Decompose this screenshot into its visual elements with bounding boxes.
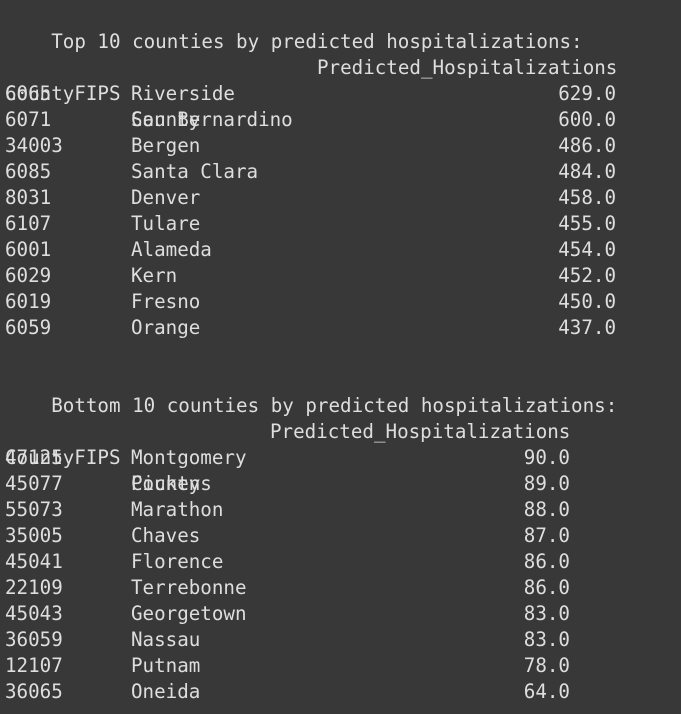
top-index-header-row: CountyFIPS County: [5, 55, 675, 131]
top-column-header-row: Predicted_Hospitalizations: [5, 29, 675, 79]
predicted-hospitalizations-value: 458.0: [558, 186, 616, 209]
bottom-title: Bottom 10 counties by predicted hospital…: [5, 367, 675, 417]
table-row: 35005 Chaves 87.0: [5, 523, 675, 549]
county-fips: 6071: [5, 108, 52, 131]
predicted-hospitalizations-value: 455.0: [558, 212, 616, 235]
county-fips: 12107: [5, 654, 63, 677]
table-row: 45077 Pickens 89.0: [5, 471, 675, 497]
table-row: 12107 Putnam 78.0: [5, 653, 675, 679]
county-fips: 6019: [5, 290, 52, 313]
bottom-index-header-county: County: [131, 472, 201, 495]
predicted-hospitalizations-value: 450.0: [558, 290, 616, 313]
county-fips: 6085: [5, 160, 52, 183]
top-index-header-county: County: [131, 108, 201, 131]
table-row: 6085 Santa Clara 484.0: [5, 159, 675, 185]
predicted-hospitalizations-value: 64.0: [523, 680, 570, 703]
county-name: Alameda: [131, 238, 212, 261]
bottom-title-text: Bottom 10 counties by predicted hospital…: [51, 394, 618, 417]
county-name: Chaves: [131, 524, 201, 547]
predicted-hospitalizations-value: 452.0: [558, 264, 616, 287]
bottom-column-header: Predicted_Hospitalizations: [270, 420, 571, 443]
county-name: Florence: [131, 550, 224, 573]
predicted-hospitalizations-value: 90.0: [523, 446, 570, 469]
county-name: Terrebonne: [131, 576, 247, 599]
county-fips: 8031: [5, 186, 52, 209]
county-name: Bergen: [131, 134, 201, 157]
county-name: Kern: [131, 264, 178, 287]
county-name: Santa Clara: [131, 160, 259, 183]
county-fips: 45043: [5, 602, 63, 625]
predicted-hospitalizations-value: 78.0: [523, 654, 570, 677]
bottom-index-header-row: CountyFIPS County: [5, 419, 675, 495]
bottom-index-header-fips: CountyFIPS: [5, 446, 121, 469]
county-name: Oneida: [131, 680, 201, 703]
predicted-hospitalizations-value: 83.0: [523, 602, 570, 625]
county-name: Denver: [131, 186, 201, 209]
county-fips: 55073: [5, 498, 63, 521]
county-name: Marathon: [131, 498, 224, 521]
table-row: 22109 Terrebonne 86.0: [5, 575, 675, 601]
predicted-hospitalizations-value: 629.0: [558, 82, 616, 105]
table-row: 6065 Riverside 629.0: [5, 81, 675, 107]
county-fips: 6029: [5, 264, 52, 287]
county-fips: 36065: [5, 680, 63, 703]
cell-output: Top 10 counties by predicted hospitaliza…: [5, 3, 675, 705]
county-fips: 47125: [5, 446, 63, 469]
county-fips: 6107: [5, 212, 52, 235]
county-fips: 6065: [5, 82, 52, 105]
predicted-hospitalizations-value: 89.0: [523, 472, 570, 495]
table-row: 45041 Florence 86.0: [5, 549, 675, 575]
table-row: 55073 Marathon 88.0: [5, 497, 675, 523]
county-name: Riverside: [131, 82, 235, 105]
table-row: 36065 Oneida 64.0: [5, 679, 675, 705]
county-fips: 22109: [5, 576, 63, 599]
table-row: 34003 Bergen 486.0: [5, 133, 675, 159]
predicted-hospitalizations-value: 600.0: [558, 108, 616, 131]
county-name: Fresno: [131, 290, 201, 313]
table-row: 6059 Orange 437.0: [5, 315, 675, 341]
county-name: Tulare: [131, 212, 201, 235]
predicted-hospitalizations-value: 83.0: [523, 628, 570, 651]
table-row: 6071 San Bernardino 600.0: [5, 107, 675, 133]
table-row: 6001 Alameda 454.0: [5, 237, 675, 263]
county-name: Georgetown: [131, 602, 247, 625]
top-title: Top 10 counties by predicted hospitaliza…: [5, 3, 675, 53]
bottom-column-header-row: Predicted_Hospitalizations: [5, 393, 675, 443]
top-index-header-fips: CountyFIPS: [5, 82, 121, 105]
predicted-hospitalizations-value: 484.0: [558, 160, 616, 183]
table-row: 8031 Denver 458.0: [5, 185, 675, 211]
table-row: 6029 Kern 452.0: [5, 263, 675, 289]
predicted-hospitalizations-value: 86.0: [523, 576, 570, 599]
top-rows: 6065 Riverside 629.0 6071 San Bernardino 600.…: [5, 81, 675, 341]
bottom-rows: 47125 Montgomery 90.0 45077 Pickens 89.0 55073…: [5, 445, 675, 705]
county-name: San Bernardino: [131, 108, 293, 131]
county-fips: 36059: [5, 628, 63, 651]
table-row: 6107 Tulare 455.0: [5, 211, 675, 237]
county-fips: 35005: [5, 524, 63, 547]
predicted-hospitalizations-value: 88.0: [523, 498, 570, 521]
table-row: 6019 Fresno 450.0: [5, 289, 675, 315]
county-fips: 6059: [5, 316, 52, 339]
county-fips: 45077: [5, 472, 63, 495]
table-row: 47125 Montgomery 90.0: [5, 445, 675, 471]
top-title-text: Top 10 counties by predicted hospitaliza…: [51, 30, 583, 53]
predicted-hospitalizations-value: 437.0: [558, 316, 616, 339]
predicted-hospitalizations-value: 486.0: [558, 134, 616, 157]
county-name: Orange: [131, 316, 201, 339]
predicted-hospitalizations-value: 87.0: [523, 524, 570, 547]
county-fips: 6001: [5, 238, 52, 261]
county-name: Nassau: [131, 628, 201, 651]
county-name: Montgomery: [131, 446, 247, 469]
county-fips: 34003: [5, 134, 63, 157]
table-row: 45043 Georgetown 83.0: [5, 601, 675, 627]
table-row: 36059 Nassau 83.0: [5, 627, 675, 653]
county-name: Putnam: [131, 654, 201, 677]
predicted-hospitalizations-value: 86.0: [523, 550, 570, 573]
county-fips: 45041: [5, 550, 63, 573]
top-column-header: Predicted_Hospitalizations: [317, 56, 618, 79]
predicted-hospitalizations-value: 454.0: [558, 238, 616, 261]
county-name: Pickens: [131, 472, 212, 495]
spacer: [5, 341, 675, 367]
